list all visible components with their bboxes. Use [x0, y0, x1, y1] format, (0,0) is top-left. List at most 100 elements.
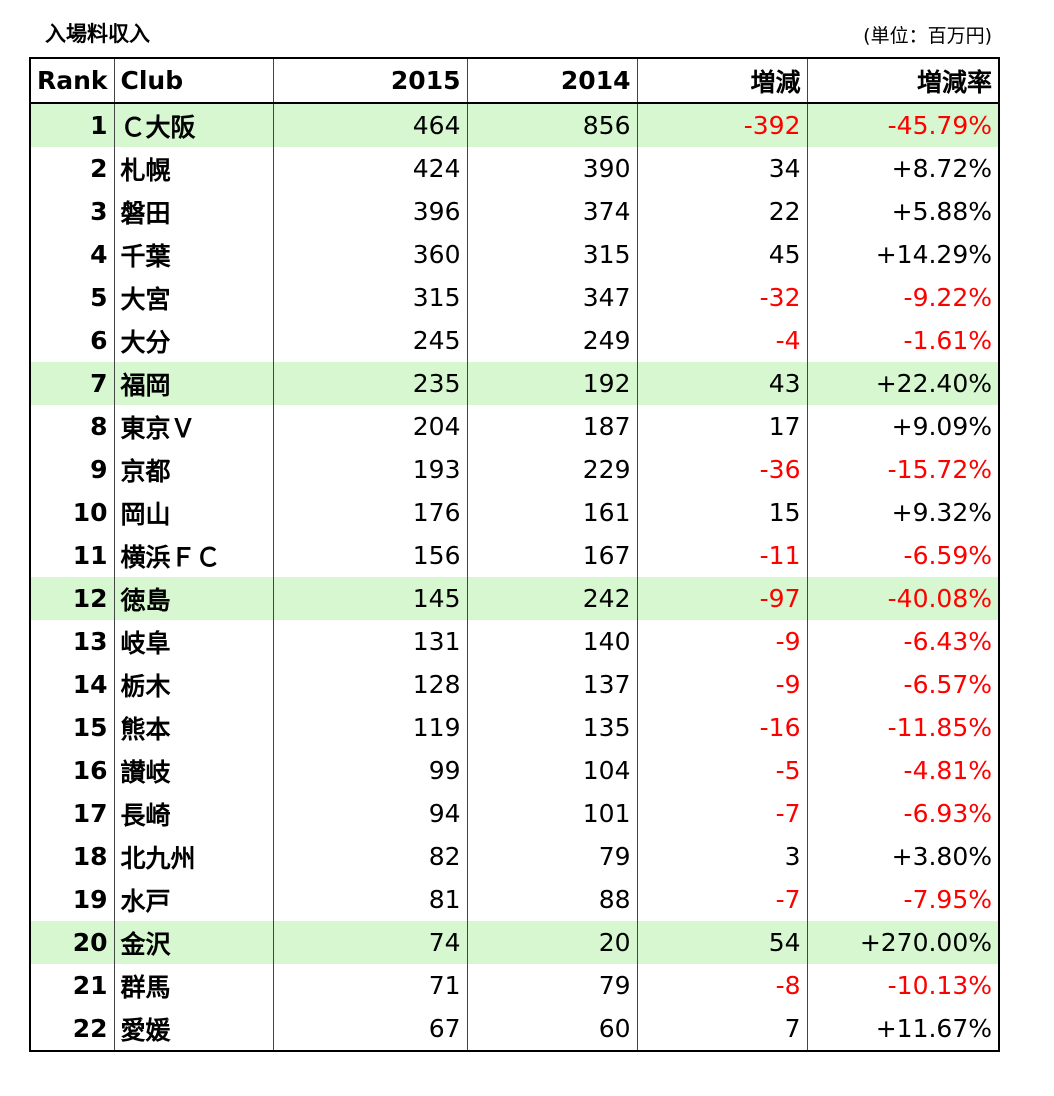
table-cell: -6.57%	[806, 663, 1000, 706]
table-row: 7 福岡 235 192 43 +22.40%	[29, 362, 1000, 405]
table-cell: -16	[636, 706, 808, 749]
table-cell: 磐田	[113, 190, 274, 233]
title: 入場料収入	[45, 22, 150, 46]
table-cell: 193	[272, 448, 468, 491]
table-cell: 360	[272, 233, 468, 276]
table-cell: +9.09%	[806, 405, 1000, 448]
table-cell: 245	[272, 319, 468, 362]
header-row: Rank Club 2015 2014 増減 増減率	[29, 58, 1000, 104]
table-cell: 22	[636, 190, 808, 233]
table-row: 18 北九州 82 79 3 +3.80%	[29, 835, 1000, 878]
table-row: 5 大宮 315 347 -32 -9.22%	[29, 276, 1000, 319]
table-cell: 99	[272, 749, 468, 792]
table-cell: +5.88%	[806, 190, 1000, 233]
table-cell: 讃岐	[113, 749, 274, 792]
table-cell: 101	[466, 792, 638, 835]
table-cell: 群馬	[113, 964, 274, 1007]
header-cell: Rank	[29, 58, 115, 104]
table-cell: 8	[29, 405, 115, 448]
table-cell: 74	[272, 921, 468, 964]
table-row: 9 京都 193 229 -36 -15.72%	[29, 448, 1000, 491]
table-cell: -32	[636, 276, 808, 319]
table-cell: 145	[272, 577, 468, 620]
table-cell: 7	[29, 362, 115, 405]
table-row: 16 讃岐 99 104 -5 -4.81%	[29, 749, 1000, 792]
table-cell: 235	[272, 362, 468, 405]
table-cell: 79	[466, 964, 638, 1007]
table-cell: -392	[636, 103, 808, 147]
table-cell: -97	[636, 577, 808, 620]
table-cell: 大分	[113, 319, 274, 362]
table-cell: 140	[466, 620, 638, 663]
table-cell: 札幌	[113, 147, 274, 190]
table-cell: 22	[29, 1007, 115, 1051]
table-cell: 10	[29, 491, 115, 534]
table-row: 21 群馬 71 79 -8 -10.13%	[29, 964, 1000, 1007]
table-cell: -4	[636, 319, 808, 362]
table-row: 19 水戸 81 88 -7 -7.95%	[29, 878, 1000, 921]
table-cell: -11	[636, 534, 808, 577]
table-row: 12 徳島 145 242 -97 -40.08%	[29, 577, 1000, 620]
table-row: 10 岡山 176 161 15 +9.32%	[29, 491, 1000, 534]
table-cell: 187	[466, 405, 638, 448]
table-cell: -6.93%	[806, 792, 1000, 835]
header-cell: 2015	[272, 58, 468, 104]
table-row: 14 栃木 128 137 -9 -6.57%	[29, 663, 1000, 706]
table-cell: 15	[29, 706, 115, 749]
table-cell: -9	[636, 620, 808, 663]
table-cell: -40.08%	[806, 577, 1000, 620]
table-cell: +8.72%	[806, 147, 1000, 190]
table-cell: 9	[29, 448, 115, 491]
table-cell: 43	[636, 362, 808, 405]
table-cell: +9.32%	[806, 491, 1000, 534]
table-cell: -4.81%	[806, 749, 1000, 792]
table-cell: 16	[29, 749, 115, 792]
table-cell: 愛媛	[113, 1007, 274, 1051]
table-cell: 88	[466, 878, 638, 921]
table-cell: 315	[466, 233, 638, 276]
table-cell: -36	[636, 448, 808, 491]
table-cell: 424	[272, 147, 468, 190]
table-cell: 856	[466, 103, 638, 147]
header-cell: 2014	[466, 58, 638, 104]
table-cell: 18	[29, 835, 115, 878]
table-cell: 岐阜	[113, 620, 274, 663]
table-cell: 229	[466, 448, 638, 491]
table-cell: -9.22%	[806, 276, 1000, 319]
table-cell: 167	[466, 534, 638, 577]
table-cell: -7	[636, 878, 808, 921]
table-cell: 4	[29, 233, 115, 276]
table-row: 8 東京Ｖ 204 187 17 +9.09%	[29, 405, 1000, 448]
table-cell: 137	[466, 663, 638, 706]
table-cell: -7.95%	[806, 878, 1000, 921]
table-cell: 北九州	[113, 835, 274, 878]
table-cell: 347	[466, 276, 638, 319]
table-cell: -15.72%	[806, 448, 1000, 491]
table-cell: -1.61%	[806, 319, 1000, 362]
table-cell: 千葉	[113, 233, 274, 276]
table-cell: 13	[29, 620, 115, 663]
table-cell: 福岡	[113, 362, 274, 405]
table-row: 17 長崎 94 101 -7 -6.93%	[29, 792, 1000, 835]
table-cell: 54	[636, 921, 808, 964]
table-cell: 156	[272, 534, 468, 577]
table-cell: 79	[466, 835, 638, 878]
table-cell: 34	[636, 147, 808, 190]
table-cell: 119	[272, 706, 468, 749]
table-cell: -11.85%	[806, 706, 1000, 749]
table-cell: 2	[29, 147, 115, 190]
table-cell: 45	[636, 233, 808, 276]
table-cell: -6.43%	[806, 620, 1000, 663]
table-row: 3 磐田 396 374 22 +5.88%	[29, 190, 1000, 233]
table-cell: 14	[29, 663, 115, 706]
table-cell: 94	[272, 792, 468, 835]
table-row: 20 金沢 74 20 54 +270.00%	[29, 921, 1000, 964]
table-cell: -10.13%	[806, 964, 1000, 1007]
table-cell: 11	[29, 534, 115, 577]
table-cell: Ｃ大阪	[113, 103, 274, 147]
table-row: 2 札幌 424 390 34 +8.72%	[29, 147, 1000, 190]
table-cell: +270.00%	[806, 921, 1000, 964]
table-cell: 464	[272, 103, 468, 147]
table-cell: 6	[29, 319, 115, 362]
